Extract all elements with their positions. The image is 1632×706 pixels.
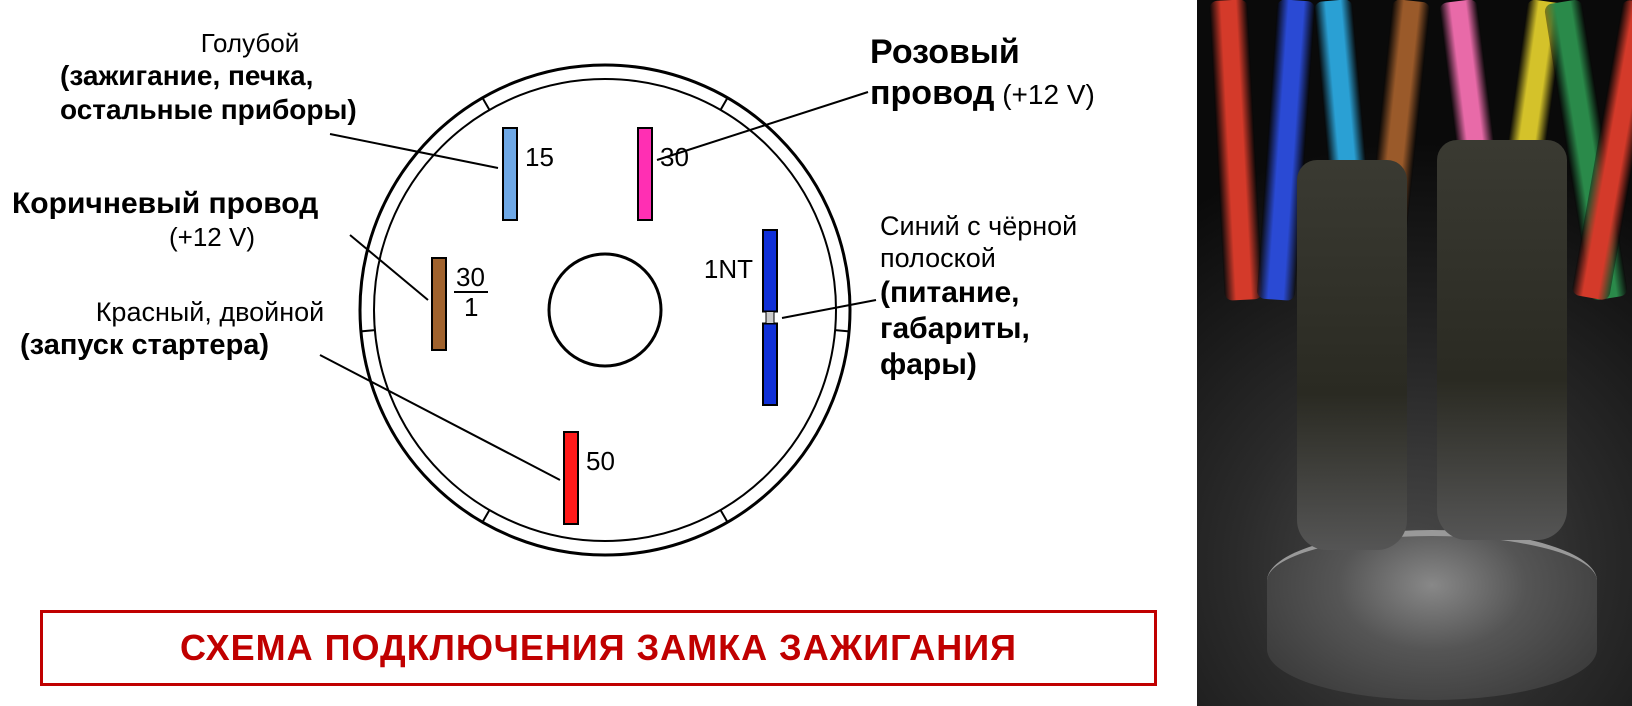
pin-15	[503, 128, 517, 220]
svg-text:15: 15	[525, 142, 554, 172]
pin-1NT	[763, 324, 777, 406]
svg-text:30: 30	[456, 262, 485, 292]
ignition-barrel	[1267, 530, 1597, 700]
connector-sleeve-left	[1297, 160, 1407, 550]
svg-text:30: 30	[660, 142, 689, 172]
pin-30/1	[432, 258, 446, 350]
diagram-title: СХЕМА ПОДКЛЮЧЕНИЯ ЗАМКА ЗАЖИГАНИЯ	[53, 627, 1144, 669]
wiring-photo	[1197, 0, 1632, 706]
diagram-title-box: СХЕМА ПОДКЛЮЧЕНИЯ ЗАМКА ЗАЖИГАНИЯ	[40, 610, 1157, 686]
svg-text:50: 50	[586, 446, 615, 476]
wiring-diagram: 15303011NT50 Голубой(зажигание, печка,ос…	[0, 0, 1197, 706]
callout-15: Голубой(зажигание, печка,остальные прибо…	[60, 28, 440, 126]
pin-1NT	[763, 230, 777, 312]
callout-1NT: Синий с чёрнойполоской(питание,габариты,…	[880, 210, 1200, 383]
callout-50: Красный, двойной(запуск стартера)	[20, 296, 400, 363]
pin-30	[638, 128, 652, 220]
svg-text:1NT: 1NT	[704, 254, 753, 284]
svg-text:1: 1	[464, 292, 478, 322]
connector-sleeve-right	[1437, 140, 1567, 540]
callout-30: Розовыйпровод (+12 V)	[870, 32, 1200, 114]
pin-50	[564, 432, 578, 524]
callout-30/1: Коричневый провод(+12 V)	[12, 186, 412, 253]
